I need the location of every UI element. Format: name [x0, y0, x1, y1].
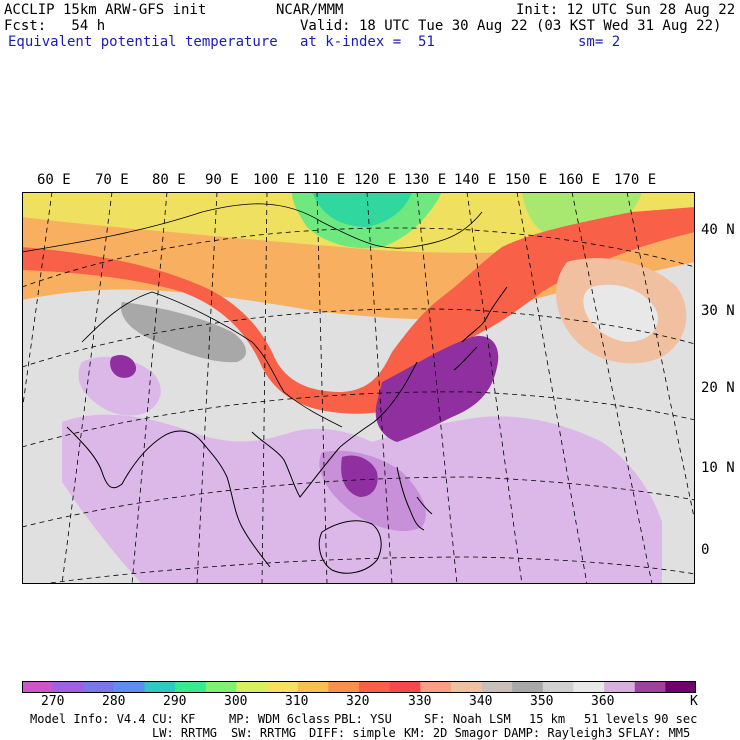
teal-cold-core — [312, 192, 412, 227]
timestep: 90 sec — [654, 712, 698, 726]
sw-scheme: SW: RRTMG — [231, 726, 297, 740]
model-title: ACCLIP 15km ARW-GFS init — [4, 2, 207, 18]
lon-label: 130 E — [404, 172, 447, 188]
colorbar-label: 270 — [41, 694, 65, 709]
damp-scheme: DAMP: Rayleigh3 — [504, 726, 613, 740]
colorbar-swatch — [359, 681, 391, 693]
lon-label: 90 E — [205, 172, 239, 188]
cu-scheme: CU: KF — [152, 712, 196, 726]
model-info: Model Info: V4.4 — [30, 712, 146, 726]
grey-plateau — [121, 302, 247, 363]
colorbar-swatch — [634, 681, 666, 693]
lon-label: 150 E — [505, 172, 548, 188]
lon-label: 160 E — [558, 172, 601, 188]
lat-label: 10 N — [701, 460, 735, 476]
lon-label: 60 E — [37, 172, 71, 188]
purple-south-china-sea — [341, 455, 378, 497]
km-scheme: KM: 2D Smagor — [404, 726, 498, 740]
lon-label: 80 E — [152, 172, 186, 188]
init-time: Init: 12 UTC Sun 28 Aug 22 — [516, 2, 736, 18]
lon-label: 170 E — [614, 172, 657, 188]
theta-e-map — [22, 192, 695, 584]
forecast-hour: Fcst: 54 h — [4, 18, 106, 34]
diff-scheme: DIFF: simple — [309, 726, 396, 740]
colorbar-label: 280 — [102, 694, 126, 709]
colorbar-label: 310 — [285, 694, 309, 709]
colorbar-swatch — [52, 681, 84, 693]
colorbar-swatch — [113, 681, 146, 693]
country-borders — [22, 203, 483, 428]
colorbar-swatch — [573, 681, 605, 693]
sflay-scheme: SFLAY: MM5 — [618, 726, 691, 740]
coastline — [66, 361, 418, 568]
colorbar-swatch — [512, 681, 544, 693]
lat-label: 40 N — [701, 222, 735, 238]
colorbar-swatch — [450, 681, 483, 693]
colorbar-label: 340 — [469, 694, 493, 709]
field-name: Equivalent potential temperature — [8, 34, 278, 50]
colorbar-swatch — [175, 681, 207, 693]
colorbar-label: 290 — [163, 694, 187, 709]
colorbar-swatch — [542, 681, 574, 693]
resolution: 15 km — [529, 712, 566, 726]
red-band-china — [22, 207, 695, 414]
philippines-coast — [396, 466, 433, 531]
lat-label: 20 N — [701, 380, 735, 396]
colorbar-swatch — [205, 681, 237, 693]
colorbar-swatch — [420, 681, 452, 693]
colorbar-swatch — [481, 681, 513, 693]
lat-label: 0 — [701, 542, 710, 558]
colorbar-swatch — [236, 681, 268, 693]
colorbar-label: 350 — [530, 694, 554, 709]
lon-label: 120 E — [354, 172, 397, 188]
green-ne-region — [522, 192, 642, 241]
lon-label: 70 E — [95, 172, 129, 188]
colorbar-unit: K — [690, 694, 698, 709]
organization-label: NCAR/MMM — [276, 2, 344, 18]
levels: 51 levels — [584, 712, 650, 726]
colorbar-label: 360 — [591, 694, 615, 709]
colorbar-swatch — [389, 681, 421, 693]
mp-scheme: MP: WDM 6class — [229, 712, 331, 726]
map-frame — [22, 192, 695, 584]
colorbar-swatch — [22, 681, 54, 693]
colorbar-swatch — [144, 681, 176, 693]
colorbar-swatch — [328, 681, 360, 693]
level-index: at k-index = 51 — [300, 34, 435, 50]
colorbar-label: 300 — [224, 694, 248, 709]
colorbar-label: 330 — [408, 694, 432, 709]
india-lavender — [78, 356, 161, 416]
borneo-coast — [318, 520, 382, 574]
lon-label: 100 E — [253, 172, 296, 188]
valid-time: Valid: 18 UTC Tue 30 Aug 22 (03 KST Wed … — [300, 18, 722, 34]
colorbar-swatch — [83, 681, 115, 693]
lw-scheme: LW: RRTMG — [152, 726, 218, 740]
colorbar — [22, 681, 696, 693]
pacific-swirl-core — [583, 284, 658, 342]
india-purple-spot — [110, 355, 137, 378]
smoothing-label: sm= 2 — [578, 34, 621, 50]
sf-scheme: SF: Noah LSM — [424, 712, 511, 726]
pbl-scheme: PBL: YSU — [334, 712, 392, 726]
colorbar-swatch — [297, 681, 329, 693]
colorbar-swatch — [604, 681, 636, 693]
lat-label: 30 N — [701, 303, 735, 319]
lon-label: 140 E — [454, 172, 497, 188]
japan-coast — [453, 286, 508, 371]
colorbar-swatch — [665, 681, 696, 693]
colorbar-frame — [22, 681, 696, 693]
colorbar-swatch — [267, 681, 299, 693]
colorbar-label: 320 — [346, 694, 370, 709]
graticule — [22, 192, 695, 584]
lon-label: 110 E — [303, 172, 346, 188]
